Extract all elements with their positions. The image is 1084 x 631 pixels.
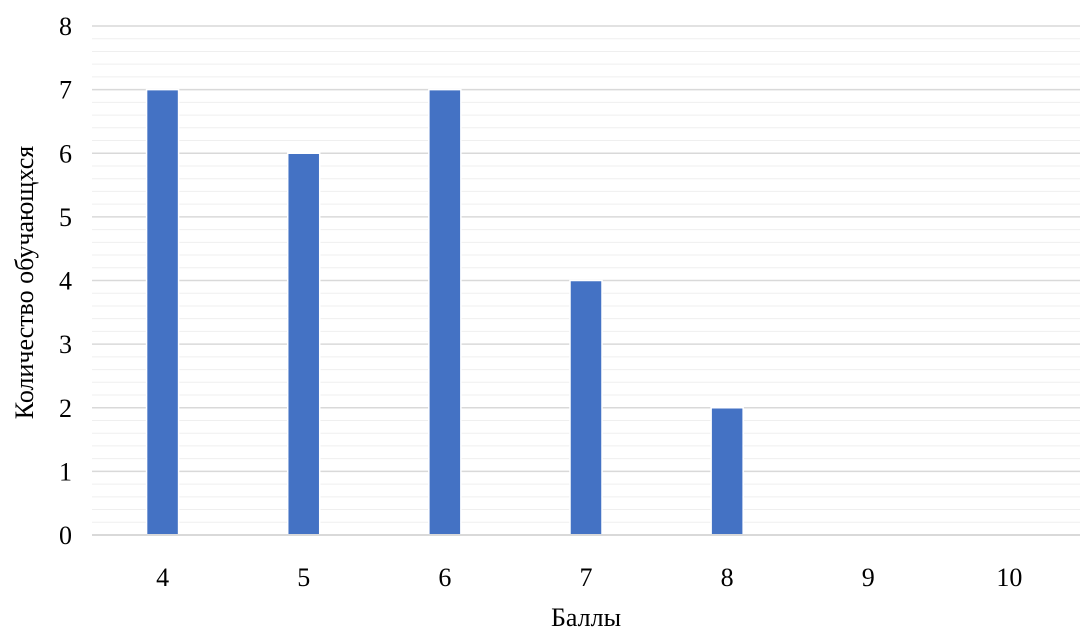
x-tick-label: 6	[438, 563, 451, 592]
bar-4	[145, 88, 180, 536]
x-tick-label: 7	[580, 563, 593, 592]
y-tick-label: 1	[59, 457, 72, 486]
y-tick-label: 0	[59, 521, 72, 550]
y-tick-label: 4	[59, 267, 72, 296]
y-tick-label: 5	[59, 203, 72, 232]
x-axis-ticks: 4 5 6 7 8 9 10	[156, 563, 1022, 592]
bar-6	[428, 88, 462, 536]
x-axis-title: Баллы	[551, 603, 621, 631]
bar-5	[286, 152, 321, 536]
y-tick-label: 3	[59, 330, 72, 359]
x-tick-label: 4	[156, 563, 169, 592]
x-tick-label: 8	[721, 563, 734, 592]
bar-7	[569, 279, 603, 536]
y-axis-ticks: 0 1 2 3 4 5 6 7 8	[59, 12, 72, 550]
x-tick-label: 10	[996, 563, 1022, 592]
y-tick-label: 6	[59, 139, 72, 168]
y-tick-label: 7	[59, 76, 72, 105]
y-tick-label: 2	[59, 394, 72, 423]
x-tick-label: 9	[862, 563, 875, 592]
bar-8	[710, 407, 744, 536]
y-axis-title: Количество обучающхся	[10, 146, 39, 419]
y-tick-label: 8	[59, 12, 72, 41]
x-tick-label: 5	[297, 563, 310, 592]
bars	[145, 88, 744, 536]
